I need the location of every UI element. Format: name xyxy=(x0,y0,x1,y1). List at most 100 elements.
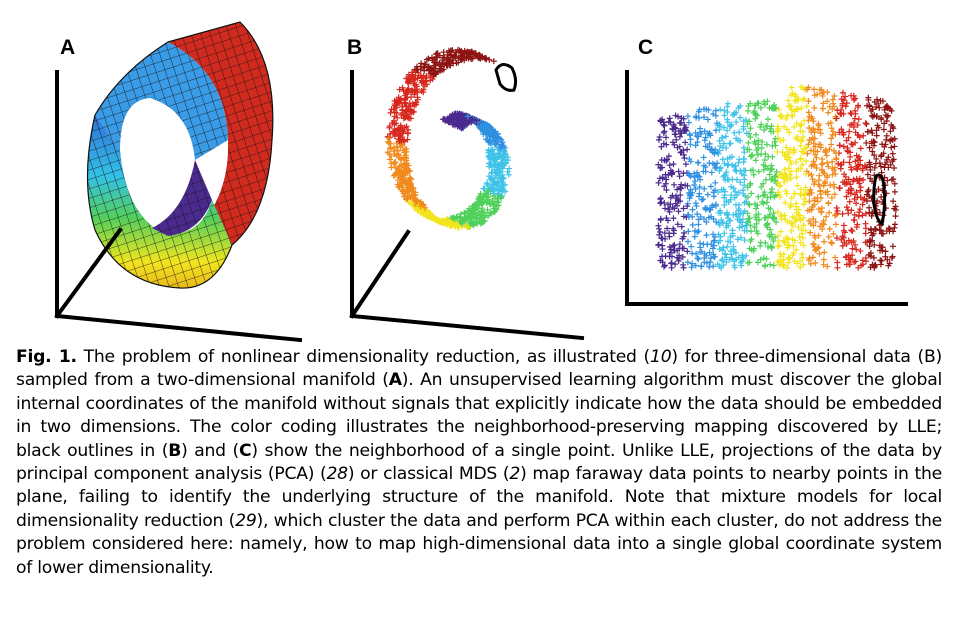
data-point xyxy=(670,161,677,168)
data-point xyxy=(815,244,822,251)
data-point xyxy=(871,264,878,271)
data-point xyxy=(767,166,774,173)
data-point xyxy=(802,184,809,191)
data-point xyxy=(887,161,894,168)
data-point xyxy=(473,117,480,124)
data-point xyxy=(796,233,803,240)
data-point xyxy=(775,106,782,113)
data-point xyxy=(817,187,824,194)
data-point xyxy=(403,108,410,115)
data-point xyxy=(663,157,670,164)
data-point xyxy=(862,239,869,246)
data-point xyxy=(712,202,719,209)
data-point xyxy=(814,91,821,98)
data-point xyxy=(660,121,667,128)
data-point xyxy=(812,219,819,226)
data-point xyxy=(792,98,799,105)
data-point xyxy=(386,151,393,158)
data-point xyxy=(495,199,502,206)
data-point xyxy=(710,189,717,196)
data-point xyxy=(840,159,847,166)
data-point xyxy=(882,112,889,119)
data-point xyxy=(745,103,752,110)
data-point xyxy=(883,132,890,139)
data-point xyxy=(657,196,664,203)
data-point xyxy=(870,254,877,261)
data-point xyxy=(655,161,662,168)
data-point xyxy=(775,232,782,239)
data-point xyxy=(692,129,699,136)
data-point xyxy=(670,242,677,249)
data-point xyxy=(874,113,881,120)
data-point xyxy=(799,234,806,241)
data-point xyxy=(685,238,692,245)
data-point xyxy=(667,249,674,256)
data-point xyxy=(481,217,488,224)
data-point xyxy=(762,239,769,246)
data-point xyxy=(855,213,862,220)
data-point xyxy=(488,170,495,177)
data-point xyxy=(806,206,813,213)
data-point xyxy=(684,146,691,153)
data-point xyxy=(411,91,418,98)
data-point xyxy=(848,227,855,234)
data-point xyxy=(439,220,446,227)
data-point xyxy=(665,201,672,208)
data-point xyxy=(399,84,406,91)
data-point xyxy=(844,147,851,154)
data-point xyxy=(781,212,788,219)
data-point xyxy=(695,173,702,180)
data-point xyxy=(494,179,501,186)
data-point xyxy=(781,123,788,130)
caption-text: ), which cluster the data and perform PC… xyxy=(16,510,942,578)
data-point xyxy=(506,165,513,172)
data-point xyxy=(656,225,663,232)
data-point xyxy=(802,227,809,234)
data-point xyxy=(810,127,817,134)
data-point xyxy=(829,96,836,103)
data-point xyxy=(727,234,734,241)
data-point xyxy=(746,118,753,125)
data-point xyxy=(706,249,713,256)
data-point xyxy=(852,158,859,165)
data-point xyxy=(660,263,667,270)
data-point xyxy=(696,240,703,247)
data-point xyxy=(436,59,443,66)
data-point xyxy=(855,264,862,271)
data-point xyxy=(726,256,733,263)
data-point xyxy=(764,123,771,130)
data-point xyxy=(889,253,896,260)
data-point xyxy=(840,97,847,104)
data-point xyxy=(867,166,874,173)
data-point xyxy=(761,98,768,105)
data-point xyxy=(740,190,747,197)
data-point xyxy=(720,244,727,251)
data-point xyxy=(504,168,511,175)
data-point xyxy=(884,177,891,184)
data-point xyxy=(805,98,812,105)
data-point xyxy=(684,248,691,255)
data-point xyxy=(444,51,451,58)
data-point xyxy=(689,206,696,213)
data-point xyxy=(694,139,701,146)
data-point xyxy=(477,52,484,59)
data-point xyxy=(399,106,406,113)
data-point xyxy=(671,241,678,248)
data-point xyxy=(795,224,802,231)
data-point xyxy=(674,144,681,151)
data-point xyxy=(502,151,509,158)
data-point xyxy=(692,200,699,207)
data-point xyxy=(833,235,840,242)
data-point xyxy=(747,153,754,160)
data-point xyxy=(402,100,409,107)
data-point xyxy=(668,253,675,260)
data-point xyxy=(696,106,703,113)
data-point xyxy=(692,142,699,149)
data-point xyxy=(707,259,714,266)
data-point xyxy=(485,188,492,195)
data-point xyxy=(669,139,676,146)
data-point xyxy=(817,144,824,151)
data-point xyxy=(764,116,771,123)
data-point xyxy=(782,199,789,206)
data-point xyxy=(420,202,427,209)
